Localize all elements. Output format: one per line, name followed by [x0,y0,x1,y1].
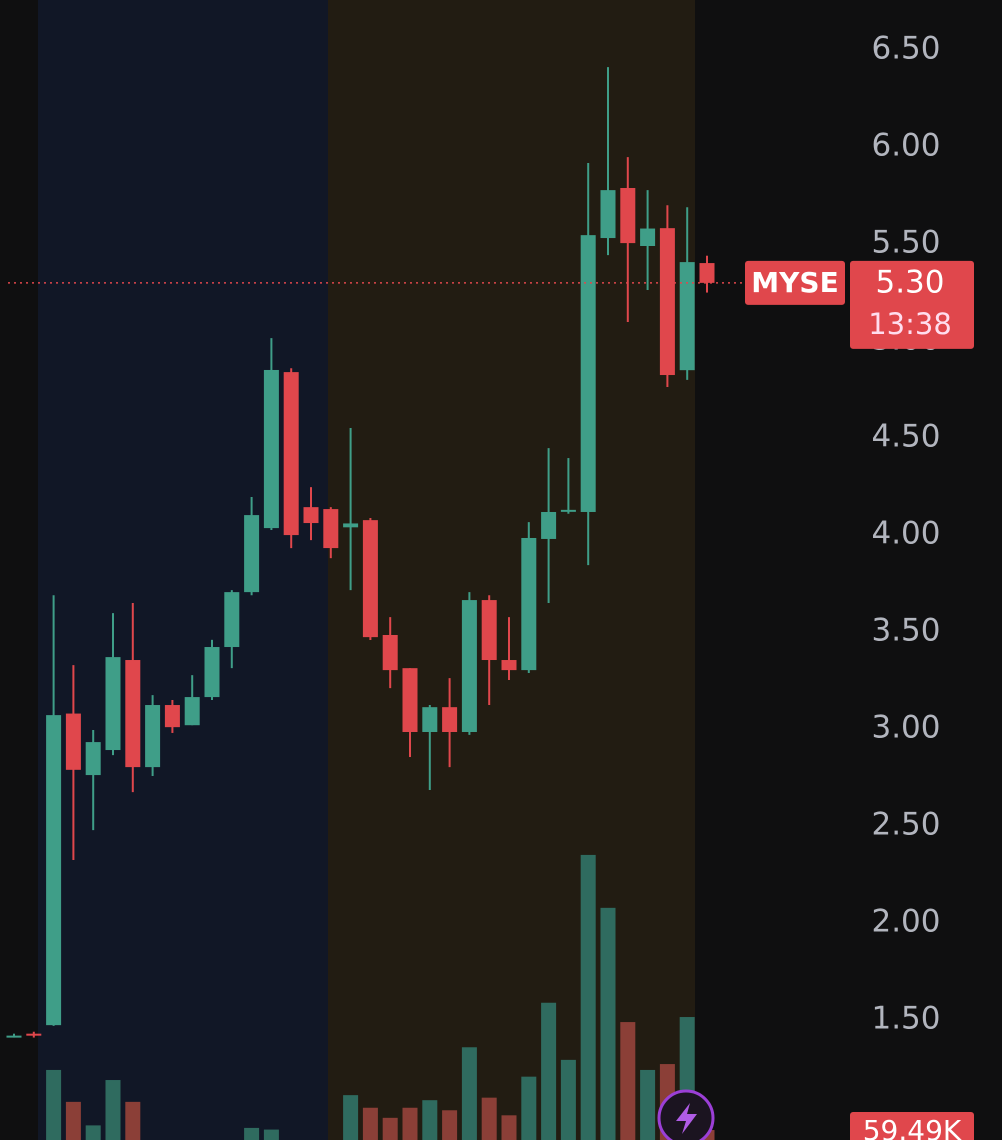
volume-bar [46,1069,62,1140]
volume-bar [362,1107,378,1140]
candle-body [699,263,715,283]
y-tick-label: 5.50 [871,225,940,261]
candle-body [145,705,161,768]
y-tick-label: 4.50 [871,419,940,455]
volume-bar [560,1059,576,1140]
candle-body [402,668,418,732]
volume-bar [85,1125,101,1140]
y-tick-label: 3.00 [871,710,940,746]
candle-body [323,509,339,549]
candle-body [283,372,299,536]
volume-bar [422,1100,438,1140]
symbol-label: MYSE [751,266,838,299]
overlay: MYSE 5.30 13:38 59.49K [8,260,974,1140]
volume-badge [850,1112,974,1140]
lightning-icon [676,1103,697,1134]
candle-body [620,187,636,244]
price-axis: 1.502.002.503.003.504.004.505.005.506.00… [871,31,940,1037]
candle-body [6,1035,22,1038]
volume-bar [125,1101,141,1140]
candle-body [461,600,477,732]
symbol-badge [745,260,845,305]
y-tick-label: 2.50 [871,807,940,843]
candle-body [244,515,260,593]
volume-bar [501,1115,517,1140]
session-shade [38,0,328,1140]
candle-body [560,509,576,512]
candle-body [640,228,656,247]
candle-body [164,705,180,728]
price-badge [850,260,974,349]
candle-body [580,235,596,512]
candle-body [343,523,359,528]
volume-bar [263,1129,279,1140]
volume-bar [461,1047,477,1140]
candle-body [501,660,517,671]
candle-body [224,592,240,648]
price-label: 5.30 [875,264,944,300]
y-tick-label: 6.00 [871,128,940,164]
y-tick-label: 1.50 [871,1001,940,1037]
candle-body [303,507,319,524]
y-tick-label: 2.00 [871,904,940,940]
countdown-label: 13:38 [868,307,952,341]
volume-bar [382,1117,398,1140]
candle-body [26,1033,42,1036]
candle-body [481,600,497,661]
volume-bar [600,907,616,1140]
candle-body [422,707,438,732]
volume-bar [442,1110,458,1140]
volume-bar [105,1080,121,1140]
volume-bar [580,854,596,1140]
plot [6,67,715,1140]
volume-bar [343,1095,359,1140]
candle-body [521,537,537,671]
session-shade [328,0,695,1140]
candle-body [600,190,616,239]
candle-body [659,228,675,376]
y-tick-label: 6.50 [871,31,940,67]
volume-bar [65,1101,81,1140]
volume-bar [481,1097,497,1140]
volume-bar [541,1002,557,1140]
y-tick-label: 4.00 [871,516,940,552]
candle-body [541,511,557,539]
volume-bar [620,1022,636,1140]
candle-body [263,369,279,529]
candle-body [46,715,62,1026]
volume-bar [521,1076,537,1140]
volume-label: 59.49K [863,1114,962,1140]
candle-body [362,520,378,638]
candle-body [204,647,220,698]
candle-body [184,697,200,726]
volume-bar [640,1069,656,1140]
y-tick-label: 3.50 [871,613,940,649]
candle-body [382,634,398,671]
candle-body [65,713,81,770]
candle-body [85,742,101,776]
candle-body [679,262,695,371]
candle-body [442,707,458,732]
volume-bar [244,1127,260,1140]
candle-body [125,660,141,768]
candle-body [105,657,121,751]
volume-bar [402,1107,418,1140]
